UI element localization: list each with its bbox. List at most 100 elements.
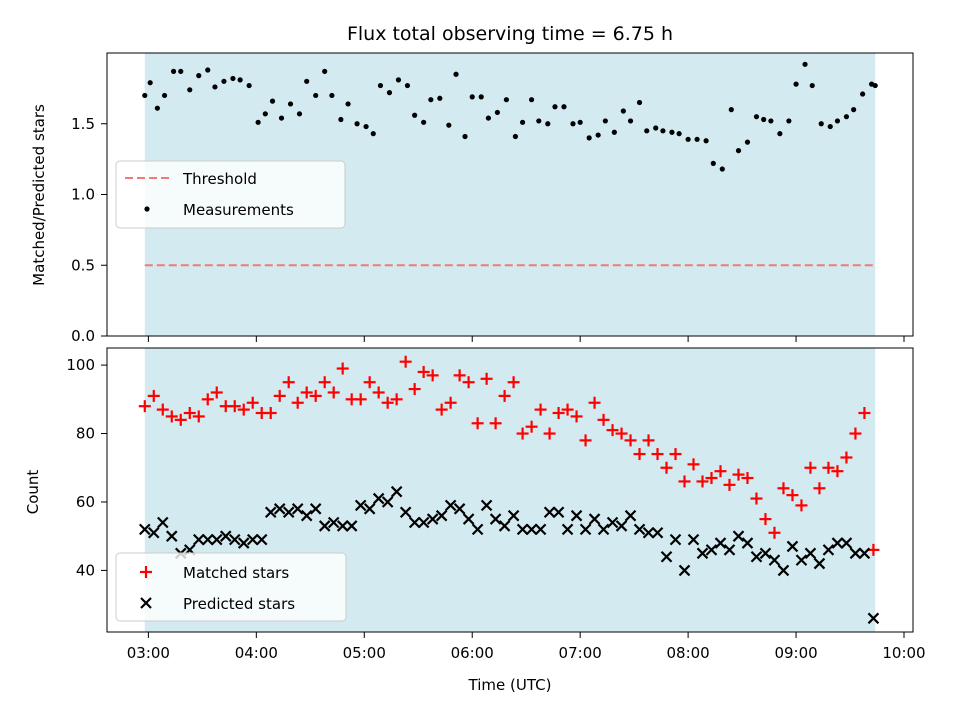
matched-star-point <box>768 526 781 539</box>
measurement-point <box>345 101 351 107</box>
predicted-star-point <box>201 533 214 546</box>
predicted-star-point <box>849 547 862 560</box>
legend-matched-label: Matched stars <box>183 564 289 582</box>
matched-star-point <box>471 417 484 430</box>
predicted-star-point <box>669 533 682 546</box>
measurement-point <box>230 75 236 82</box>
predicted-star-point <box>498 520 511 532</box>
measurement-point <box>545 121 551 127</box>
measurement-point <box>154 105 160 111</box>
measurement-point <box>809 82 815 89</box>
x-tick-label: 04:00 <box>235 644 278 662</box>
matched-star-point <box>174 413 187 426</box>
top-marks <box>142 61 878 267</box>
matched-star-point <box>633 448 646 461</box>
measurement-point <box>694 136 700 142</box>
predicted-star-point <box>444 499 457 512</box>
predicted-star-point <box>579 523 592 536</box>
measurement-point <box>262 111 268 117</box>
measurement-point <box>296 111 303 117</box>
measurement-point <box>322 68 328 74</box>
measurement-point <box>142 92 148 99</box>
predicted-star-point <box>705 544 718 556</box>
measurement-point <box>860 91 866 97</box>
matched-star-point <box>147 389 160 402</box>
predicted-star-point <box>192 533 205 546</box>
measurement-point <box>161 92 168 99</box>
matched-star-point <box>597 413 610 426</box>
measurement-point <box>636 99 643 106</box>
predicted-star-point <box>246 533 259 546</box>
matched-star-point <box>777 482 790 495</box>
predicted-star-point <box>435 509 448 522</box>
measurement-point <box>237 77 243 83</box>
measurement-point <box>304 78 310 84</box>
matched-star-point <box>786 489 799 502</box>
y-tick-label: 0.5 <box>71 256 95 274</box>
measurement-point <box>777 131 783 137</box>
measurement-point <box>187 87 193 93</box>
matched-star-point <box>552 407 565 420</box>
predicted-star-point <box>300 509 313 522</box>
predicted-star-point <box>237 537 250 549</box>
matched-star-point <box>741 472 754 485</box>
bottom-x-ticks: 03:00 04:00 05:00 06:00 07:00 08:00 09:00 10:00 <box>127 632 926 662</box>
measurement-point <box>768 118 774 124</box>
predicted-star-point <box>597 523 610 536</box>
matched-star-point <box>192 410 205 423</box>
matched-star-point <box>210 386 223 399</box>
predicted-star-point <box>759 547 772 560</box>
measurement-point <box>338 116 344 123</box>
measurement-point <box>653 125 659 131</box>
matched-star-point <box>507 376 520 389</box>
matched-star-point <box>642 434 655 447</box>
bottom-y-ticks: 40 60 80 100 <box>66 356 107 579</box>
measurement-point <box>212 84 218 90</box>
measurement-point <box>834 118 841 124</box>
measurement-point <box>602 118 608 124</box>
matched-star-point <box>696 475 709 488</box>
x-tick-label: 09:00 <box>774 644 817 662</box>
legend-predicted-marker <box>140 597 152 609</box>
predicted-star-point <box>534 523 547 536</box>
matched-star-point <box>498 389 511 402</box>
matched-star-point <box>453 369 466 382</box>
matched-star-point <box>732 468 745 481</box>
predicted-star-point <box>426 513 439 525</box>
measurement-point <box>753 114 760 120</box>
predicted-star-point <box>732 530 745 542</box>
bottom-legend-box <box>115 552 347 622</box>
matched-star-point <box>867 543 880 556</box>
measurement-point <box>287 101 294 107</box>
matched-star-point <box>282 376 295 389</box>
predicted-star-point <box>408 516 421 529</box>
measurement-point <box>660 128 666 134</box>
y-tick-label: 40 <box>76 561 95 579</box>
x-tick-label: 06:00 <box>451 644 494 662</box>
matched-star-point <box>318 376 331 389</box>
measurement-point <box>370 131 376 137</box>
measurement-point <box>453 71 459 77</box>
matched-star-point <box>444 396 457 409</box>
bottom-legend: Matched stars Predicted stars <box>115 552 347 622</box>
matched-star-point <box>831 465 844 478</box>
matched-star-point <box>426 369 439 382</box>
measurement-point <box>827 123 833 130</box>
measurement-point <box>761 116 767 123</box>
matched-star-point <box>804 461 817 474</box>
predicted-star-point <box>165 530 178 542</box>
matched-star-point <box>165 410 178 423</box>
matched-star-point <box>201 393 214 406</box>
predicted-star-point <box>453 503 466 515</box>
measurement-point <box>404 82 411 89</box>
predicted-star-point <box>570 509 583 522</box>
matched-star-point <box>462 376 475 389</box>
legend-predicted-label: Predicted stars <box>183 595 295 613</box>
predicted-star-point <box>543 506 556 519</box>
measurement-point <box>669 129 675 135</box>
measurement-point <box>386 90 393 96</box>
predicted-star-point <box>228 533 241 546</box>
measurement-point <box>412 112 418 118</box>
predicted-star-point <box>273 503 286 515</box>
measurement-point <box>627 118 634 124</box>
